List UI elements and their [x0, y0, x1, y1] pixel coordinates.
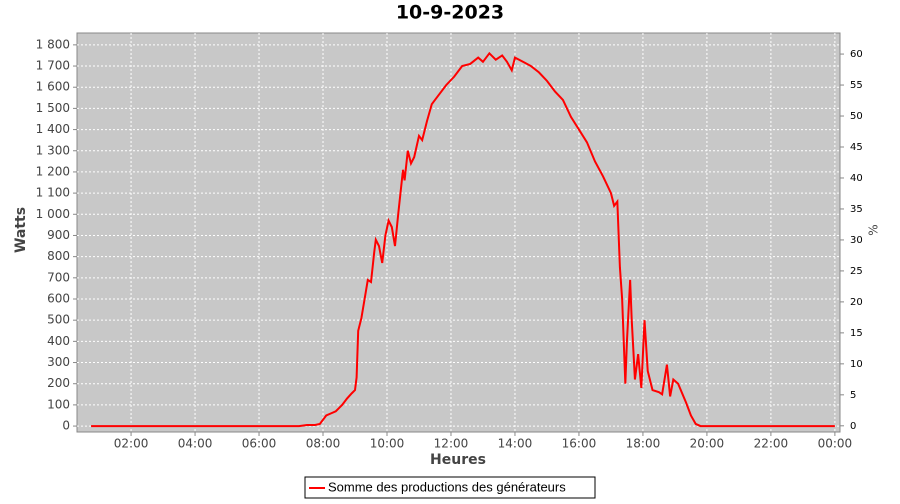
x-tick-label: 20:00: [690, 437, 725, 451]
legend: [304, 476, 596, 499]
x-tick-label: 00:00: [818, 437, 853, 451]
y2-tick-label: 10: [850, 359, 863, 370]
y2-axis-label: %: [867, 224, 881, 235]
grid: [77, 33, 840, 432]
y-tick-label: 1 400: [36, 122, 70, 136]
y-tick-label: 100: [47, 397, 70, 411]
y2-tick-label: 20: [850, 297, 863, 308]
x-tick-label: 14:00: [498, 437, 533, 451]
y2-tick-label: 5: [850, 390, 856, 401]
y2-tick-label: 50: [850, 111, 863, 122]
x-tick-label: 10:00: [370, 437, 405, 451]
y-tick-label: 1 800: [36, 37, 70, 51]
x-tick-label: 16:00: [562, 437, 597, 451]
y-tick-label: 400: [47, 334, 70, 348]
y-tick-label: 500: [47, 313, 70, 327]
x-tick-label: 08:00: [306, 437, 341, 451]
y-tick-label: 300: [47, 355, 70, 369]
y-tick-label: 1 700: [36, 59, 70, 73]
x-tick-label: 06:00: [242, 437, 277, 451]
x-tick-label: 18:00: [626, 437, 661, 451]
y-tick-label: 200: [47, 376, 70, 390]
x-tick-label: 22:00: [754, 437, 789, 451]
x-tick-label: 12:00: [434, 437, 469, 451]
legend-label: Somme des productions des générateurs: [328, 479, 566, 494]
x-axis-label: Heures: [430, 452, 486, 468]
x-tick-label: 02:00: [114, 437, 149, 451]
y2-tick-label: 25: [850, 266, 863, 277]
y2-tick-label: 60: [850, 49, 863, 60]
y-tick-label: 1 000: [36, 207, 70, 221]
data-line: [91, 51, 835, 428]
y-tick-label: 1 600: [36, 80, 70, 94]
y-tick-label: 600: [47, 292, 70, 306]
y2-tick-label: 35: [850, 204, 863, 215]
y-tick-label: 1 100: [36, 186, 70, 200]
y2-tick-label: 15: [850, 328, 863, 339]
y-tick-label: 1 300: [36, 143, 70, 157]
plot-area: [76, 32, 841, 433]
y2-tick-label: 30: [850, 235, 863, 246]
y-tick-label: 800: [47, 249, 70, 263]
y2-tick-label: 45: [850, 142, 863, 153]
y-tick-label: 0: [62, 419, 70, 433]
y-tick-label: 1 500: [36, 101, 70, 115]
y2-tick-label: 55: [850, 80, 863, 91]
x-tick-label: 04:00: [178, 437, 213, 451]
y-tick-label: 1 200: [36, 164, 70, 178]
y-axis-label: Watts: [13, 207, 29, 253]
y-tick-label: 900: [47, 228, 70, 242]
y-tick-label: 700: [47, 270, 70, 284]
chart-title: 10-9-2023: [396, 2, 504, 24]
y2-tick-label: 0: [850, 421, 856, 432]
y2-tick-label: 40: [850, 173, 863, 184]
